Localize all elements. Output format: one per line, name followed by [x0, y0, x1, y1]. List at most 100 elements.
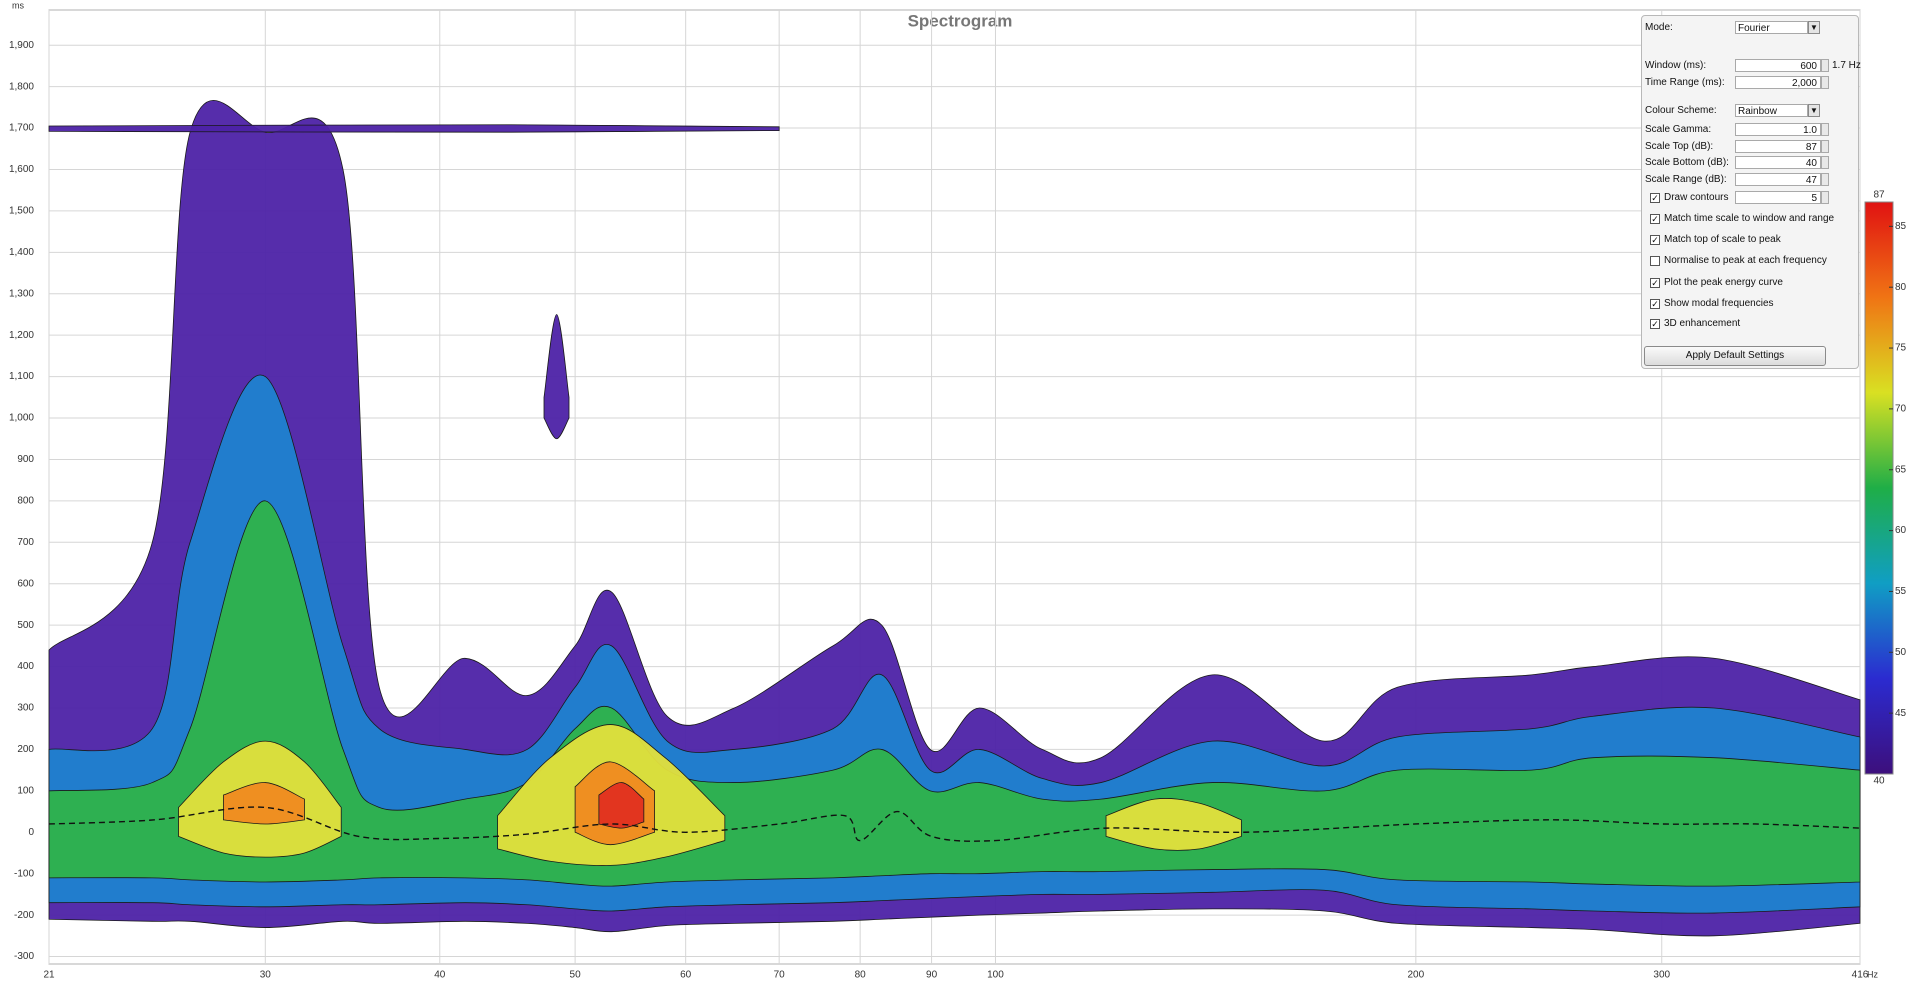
dropdown-arrow[interactable]: ▼: [1808, 104, 1820, 117]
x-tick-label: 90: [926, 970, 938, 981]
input[interactable]: 40: [1735, 156, 1821, 169]
dropdown[interactable]: Rainbow: [1735, 104, 1808, 117]
input[interactable]: 600: [1735, 59, 1821, 72]
field-note: 1.7 Hz: [1832, 60, 1861, 71]
y-unit: ms: [12, 0, 24, 10]
y-tick-label: 1,400: [9, 247, 34, 258]
y-tick-label: 400: [17, 661, 34, 672]
field-label: Draw contours: [1664, 192, 1729, 203]
spinner[interactable]: [1821, 76, 1829, 89]
checkbox[interactable]: ✓: [1650, 214, 1660, 224]
x-tick-label: 50: [570, 970, 582, 981]
contour-area: [598, 782, 645, 829]
checkbox-label: Normalise to peak at each frequency: [1664, 255, 1827, 266]
field-label: Scale Top (dB):: [1645, 141, 1714, 152]
field-label: Scale Range (dB):: [1645, 174, 1727, 185]
y-tick-label: 1,800: [9, 81, 34, 92]
checkbox[interactable]: ✓: [1650, 299, 1660, 309]
settings-panel: Mode: Fourier ▼ Window (ms): 600 1.7 Hz Time R…: [1641, 15, 1861, 369]
spinner[interactable]: [1821, 140, 1829, 153]
field-label: Mode:: [1645, 22, 1673, 33]
spinner[interactable]: [1821, 191, 1829, 204]
plot-layer: [48, 10, 1861, 964]
x-tick-label: 200: [1408, 970, 1425, 981]
y-tick-label: 200: [17, 744, 34, 755]
x-tick-label: 40: [434, 970, 446, 981]
checkbox[interactable]: [1650, 256, 1660, 266]
dropdown-arrow[interactable]: ▼: [1808, 21, 1820, 34]
field-label: Scale Bottom (dB):: [1645, 157, 1729, 168]
button[interactable]: Apply Default Settings: [1644, 346, 1826, 366]
x-unit: Hz: [1867, 969, 1878, 979]
checkbox[interactable]: ✓: [1650, 235, 1660, 245]
y-tick-label: 1,500: [9, 206, 34, 217]
checkbox-label: Match top of scale to peak: [1664, 234, 1781, 245]
y-tick-label: -100: [14, 868, 34, 879]
peak-energy-curve: [48, 806, 1861, 842]
checkbox[interactable]: ✓: [1650, 278, 1660, 288]
y-tick-label: 900: [17, 454, 34, 465]
colour-bar-label: 50: [1895, 647, 1907, 658]
x-tick-label: 300: [1653, 970, 1670, 981]
x-tick-label: 30: [260, 970, 272, 981]
checkbox[interactable]: ✓: [1650, 193, 1660, 203]
input[interactable]: 1.0: [1735, 123, 1821, 136]
input[interactable]: 87: [1735, 140, 1821, 153]
y-tick-label: 600: [17, 578, 34, 589]
contour-area: [543, 314, 570, 440]
checkbox[interactable]: ✓: [1650, 319, 1660, 329]
x-tick-label: 70: [774, 970, 786, 981]
contour-area: [48, 100, 1861, 937]
contour-area: [48, 500, 1861, 887]
contour-area: [1105, 798, 1242, 851]
colour-bar-max: 87: [1873, 190, 1885, 201]
y-tick-label: 700: [17, 537, 34, 548]
spinner[interactable]: [1821, 173, 1829, 186]
colour-bar-label: 70: [1895, 404, 1907, 415]
colour-bar-label: 75: [1895, 343, 1907, 354]
y-tick-label: 1,000: [9, 413, 34, 424]
checkbox-label: Show modal frequencies: [1664, 298, 1774, 309]
colour-bar-label: 85: [1895, 221, 1907, 232]
colour-bar-min: 40: [1873, 776, 1885, 787]
colour-bar-label: 80: [1895, 282, 1907, 293]
x-tick-label: 416: [1852, 970, 1869, 981]
y-tick-label: 100: [17, 785, 34, 796]
colour-bar-label: 55: [1895, 586, 1907, 597]
input[interactable]: 47: [1735, 173, 1821, 186]
field-label: Window (ms):: [1645, 60, 1707, 71]
checkbox-label: Match time scale to window and range: [1664, 213, 1835, 224]
y-tick-label: 500: [17, 620, 34, 631]
y-tick-label: 1,700: [9, 123, 34, 134]
dropdown[interactable]: Fourier: [1735, 21, 1808, 34]
spinner[interactable]: [1821, 156, 1829, 169]
colour-bar-label: 45: [1895, 708, 1907, 719]
y-tick-label: 1,200: [9, 330, 34, 341]
y-tick-label: 800: [17, 496, 34, 507]
chart-title: Spectrogram: [908, 11, 1013, 30]
input[interactable]: 2,000: [1735, 76, 1821, 89]
y-tick-label: 1,600: [9, 164, 34, 175]
contour-area: [48, 124, 780, 133]
colour-bar-label: 60: [1895, 525, 1907, 536]
x-tick-label: 60: [680, 970, 692, 981]
y-tick-label: -200: [14, 910, 34, 921]
input[interactable]: 5: [1735, 191, 1821, 204]
y-tick-label: 1,900: [9, 40, 34, 51]
contour-area: [223, 782, 305, 825]
y-tick-label: 300: [17, 703, 34, 714]
colour-bar-label: 65: [1895, 464, 1907, 475]
y-tick-label: 1,100: [9, 371, 34, 382]
x-tick-label: 21: [43, 970, 55, 981]
spinner[interactable]: [1821, 59, 1829, 72]
field-label: Time Range (ms):: [1645, 77, 1725, 88]
y-tick-label: -300: [14, 951, 34, 962]
x-tick-label: 100: [987, 970, 1004, 981]
checkbox-label: Plot the peak energy curve: [1664, 277, 1783, 288]
spinner[interactable]: [1821, 123, 1829, 136]
checkbox-label: 3D enhancement: [1664, 318, 1741, 329]
field-label: Colour Scheme:: [1645, 105, 1717, 116]
field-label: Scale Gamma:: [1645, 124, 1712, 135]
colour-bar: [1864, 201, 1894, 775]
